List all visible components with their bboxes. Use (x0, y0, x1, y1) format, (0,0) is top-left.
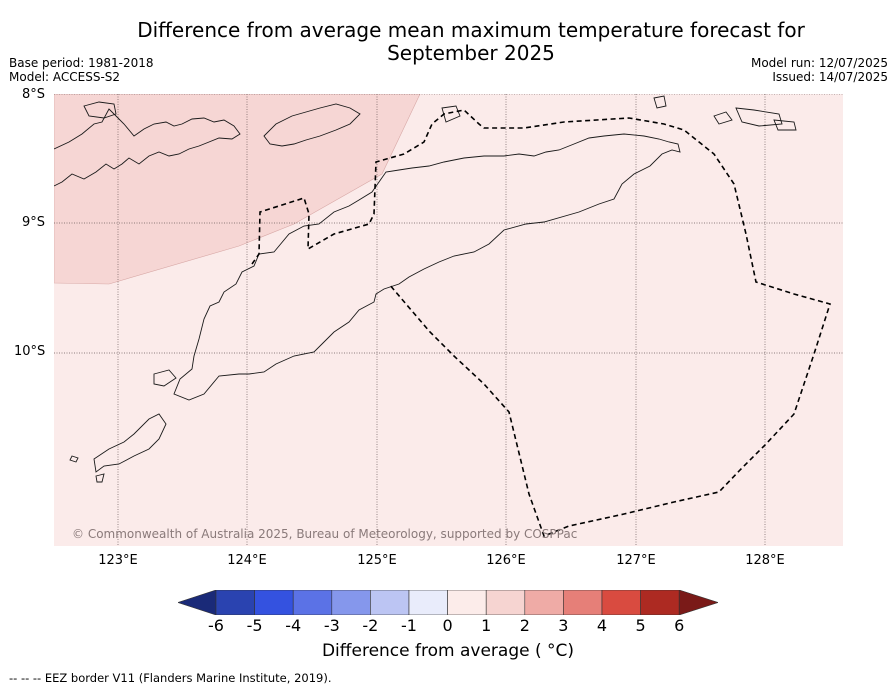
colorbar-label: Difference from average ( °C) (321, 641, 575, 661)
small-island-2 (713, 111, 733, 125)
colorbar-cell (408, 590, 448, 615)
semau-coast (153, 369, 177, 387)
colorbar (178, 590, 718, 615)
flores-coast (54, 108, 241, 187)
lat-label-9s: 9°S (22, 215, 46, 230)
colorbar-tick-label: -2 (362, 616, 379, 635)
lon-label-128e: 128°E (745, 553, 785, 568)
title-line-2: September 2025 (387, 41, 555, 65)
savu-coast (69, 455, 79, 463)
small-island-1 (653, 95, 667, 109)
colorbar-tick-label: -6 (208, 616, 224, 635)
issued-date: Issued: 14/07/2025 (772, 70, 888, 84)
lon-label-125e: 125°E (357, 553, 397, 568)
colorbar-tick-label: -5 (246, 616, 263, 635)
lat-label-10s: 10°S (14, 344, 46, 359)
base-period: Base period: 1981-2018 (9, 56, 154, 70)
colorbar-cell (331, 590, 371, 615)
colorbar-extend-high (678, 590, 718, 615)
colorbar-cell (215, 590, 255, 615)
colorbar-cell (563, 590, 603, 615)
lon-label-127e: 127°E (616, 553, 656, 568)
lon-label-124e: 124°E (227, 553, 267, 568)
model-run: Model run: 12/07/2025 (750, 56, 888, 70)
lat-label-8s: 8°S (22, 87, 46, 102)
colorbar-extend-low (178, 590, 217, 615)
colorbar-tick-label: 2 (519, 616, 530, 635)
eez-border (251, 109, 832, 538)
run-info: Model run: 12/07/2025 Issued: 14/07/2025 (751, 56, 888, 84)
graticule (54, 94, 843, 546)
model-name: Model: ACCESS-S2 (9, 70, 121, 84)
colorbar-tick-label: 5 (635, 616, 646, 635)
wetar-coast (83, 101, 117, 119)
title-line-1: Difference from average mean maximum tem… (137, 18, 805, 42)
map-panel: © Commonwealth of Australia 2025, Bureau… (54, 94, 843, 546)
anomaly-region-1-2 (54, 94, 421, 285)
colorbar-tick-label: 4 (596, 616, 608, 635)
coastlines (54, 95, 797, 483)
colorbar-cell (485, 590, 526, 615)
small-island-6 (95, 473, 105, 483)
colorbar-cell (254, 590, 294, 615)
colorbar-tick-label: 1 (481, 616, 492, 635)
colorbar-tick-label: 6 (674, 616, 685, 635)
map-title: Difference from average mean maximum tem… (96, 19, 846, 65)
lon-label-123e: 123°E (98, 553, 138, 568)
colorbar-cell (370, 590, 410, 615)
colorbar-tick-label: 0 (442, 616, 453, 635)
colorbar-tick-label: -4 (285, 616, 302, 635)
colorbar-tick-label: 3 (558, 616, 569, 635)
colorbar-cell (524, 590, 564, 615)
lon-label-126e: 126°E (486, 553, 526, 568)
roti-coast (93, 413, 167, 473)
colorbar-cell (601, 590, 641, 615)
timor-coast (173, 133, 681, 401)
eez-footnote: -- -- -- EEZ border V11 (Flanders Marine… (9, 671, 332, 685)
small-island-3 (735, 107, 783, 127)
map-copyright: © Commonwealth of Australia 2025, Bureau… (72, 527, 577, 541)
alor-coast (263, 103, 361, 147)
colorbar-cell (292, 590, 333, 615)
small-island-5 (441, 105, 461, 123)
colorbar-cell (447, 590, 487, 615)
map-canvas: © Commonwealth of Australia 2025, Bureau… (54, 94, 843, 546)
base-info: Base period: 1981-2018 Model: ACCESS-S2 (9, 56, 154, 84)
colorbar-tick-label: -3 (323, 616, 340, 635)
colorbar-tick-label: -1 (401, 616, 417, 635)
colorbar-cell (640, 590, 680, 615)
small-island-4 (773, 119, 797, 131)
